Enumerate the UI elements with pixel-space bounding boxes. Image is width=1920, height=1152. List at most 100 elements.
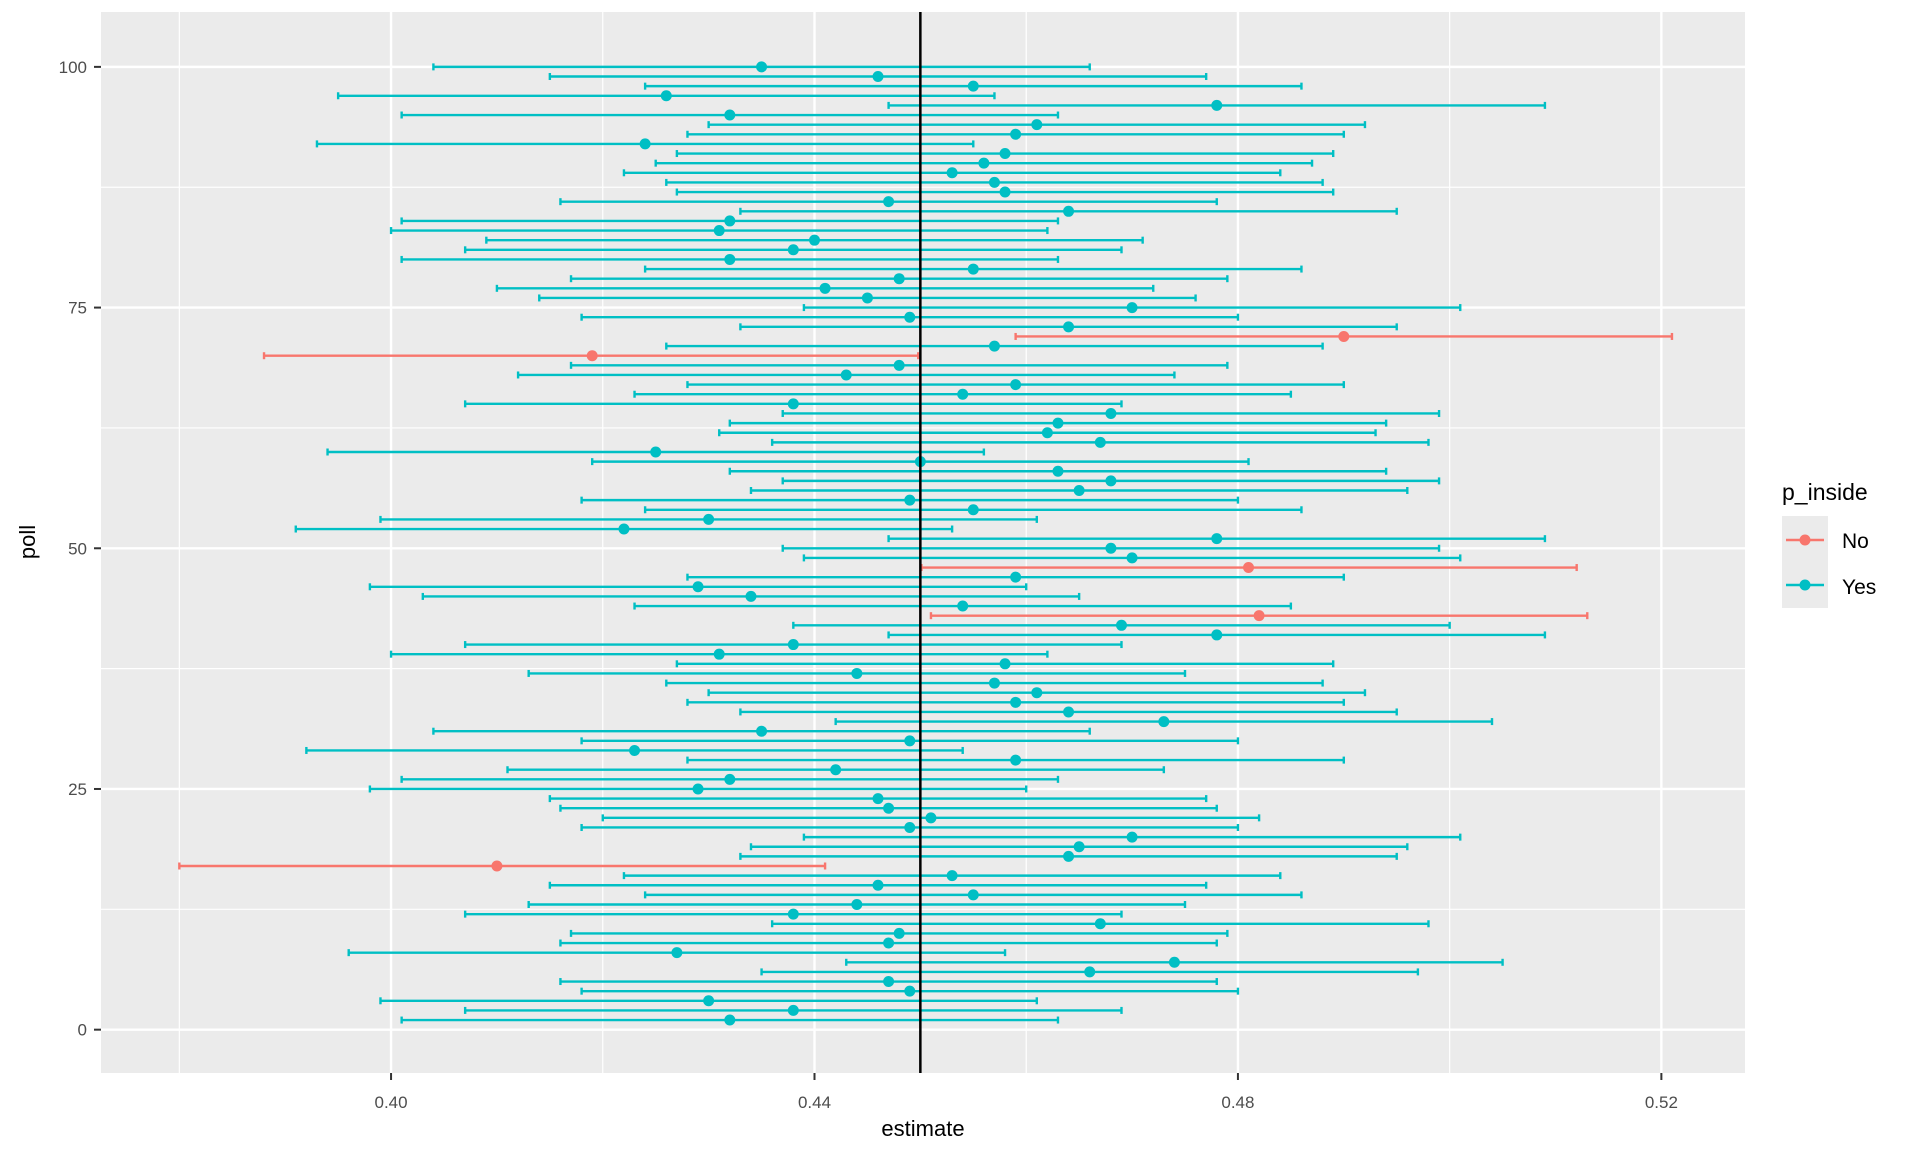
poll-86 — [559, 196, 1218, 208]
poll-32 — [834, 716, 1494, 728]
poll-89 — [622, 167, 1282, 179]
poll-83 — [389, 225, 1049, 237]
estimate-point — [1073, 485, 1085, 497]
poll-23 — [559, 802, 1218, 814]
estimate-point — [978, 157, 990, 169]
poll-64 — [781, 407, 1441, 419]
estimate-point — [893, 927, 905, 939]
poll-82 — [485, 234, 1144, 246]
y-tick-label: 100 — [59, 58, 87, 77]
poll-81 — [463, 244, 1123, 256]
legend-label-no: No — [1842, 530, 1869, 553]
estimate-point — [1168, 956, 1180, 968]
estimate-point — [1243, 562, 1255, 574]
estimate-point — [1010, 571, 1022, 583]
legend-key-no — [1786, 534, 1824, 546]
poll-3 — [379, 995, 1038, 1007]
poll-30 — [580, 735, 1240, 747]
estimate-point — [1063, 850, 1075, 862]
poll-92 — [315, 138, 975, 150]
poll-91 — [675, 148, 1335, 160]
poll-29 — [305, 744, 964, 756]
estimate-point — [967, 263, 979, 275]
estimate-point — [724, 109, 736, 121]
estimate-point — [946, 870, 958, 882]
estimate-point — [1052, 465, 1064, 477]
poll-6 — [760, 966, 1420, 978]
poll-97 — [336, 90, 996, 102]
estimate-point — [1010, 128, 1022, 140]
estimate-point — [1211, 99, 1223, 111]
estimate-point — [893, 273, 905, 285]
poll-12 — [463, 908, 1123, 920]
x-axis: 0.40 0.44 0.48 0.52 — [375, 1073, 1678, 1112]
poll-31 — [432, 725, 1091, 737]
estimate-point — [703, 995, 715, 1007]
poll-36 — [665, 677, 1324, 689]
poll-74 — [580, 311, 1240, 323]
poll-58 — [728, 465, 1388, 477]
poll-47 — [686, 571, 1345, 583]
poll-99 — [548, 71, 1208, 83]
poll-8 — [347, 947, 1007, 959]
y-axis: 0 25 50 75 100 — [59, 58, 101, 1040]
estimate-point — [999, 658, 1011, 670]
estimate-point — [904, 311, 916, 323]
estimate-point — [967, 504, 979, 516]
estimate-point — [904, 494, 916, 506]
poll-46 — [368, 581, 1028, 593]
estimate-point — [957, 600, 969, 612]
poll-10 — [569, 927, 1229, 939]
estimate-point — [1105, 407, 1117, 419]
estimate-point — [1063, 706, 1075, 718]
estimate-point — [787, 1004, 799, 1016]
y-tick-label: 75 — [68, 299, 87, 318]
poll-54 — [643, 504, 1303, 516]
estimate-point — [872, 879, 884, 891]
poll-75 — [802, 302, 1462, 314]
poll-19 — [749, 841, 1409, 853]
poll-13 — [527, 899, 1187, 911]
estimate-point — [883, 802, 895, 814]
poll-70 — [262, 350, 920, 362]
x-tick-label: 0.48 — [1221, 1093, 1254, 1112]
estimate-point — [1094, 436, 1106, 448]
estimate-point — [1126, 552, 1138, 564]
poll-93 — [686, 128, 1345, 140]
poll-63 — [728, 417, 1388, 429]
estimate-point — [988, 677, 1000, 689]
poll-15 — [548, 879, 1208, 891]
poll-14 — [643, 889, 1303, 901]
estimate-point — [883, 976, 895, 988]
poll-61 — [770, 436, 1430, 448]
poll-16 — [622, 870, 1282, 882]
x-axis-title: estimate — [881, 1116, 964, 1141]
poll-95 — [400, 109, 1060, 121]
poll-38 — [675, 658, 1335, 670]
poll-96 — [887, 99, 1547, 111]
estimate-point — [1094, 918, 1106, 930]
poll-51 — [887, 533, 1547, 545]
estimate-point — [808, 234, 820, 246]
estimate-point — [1031, 687, 1043, 699]
y-tick-label: 25 — [68, 780, 87, 799]
estimate-point — [1063, 321, 1075, 333]
estimate-point — [692, 783, 704, 795]
poll-39 — [389, 648, 1049, 660]
poll-62 — [718, 427, 1377, 439]
poll-87 — [675, 186, 1335, 198]
poll-50 — [781, 542, 1441, 554]
estimate-point — [1126, 302, 1138, 314]
estimate-point — [904, 735, 916, 747]
estimate-point — [1031, 119, 1043, 131]
poll-1 — [400, 1014, 1060, 1026]
poll-60 — [326, 446, 986, 458]
poll-37 — [527, 667, 1187, 679]
estimate-point — [851, 667, 863, 679]
estimate-point — [787, 244, 799, 256]
estimate-point — [830, 764, 842, 776]
estimate-point — [724, 1014, 736, 1026]
estimate-point — [1105, 542, 1117, 554]
estimate-point — [883, 937, 895, 949]
estimate-point — [1126, 831, 1138, 843]
